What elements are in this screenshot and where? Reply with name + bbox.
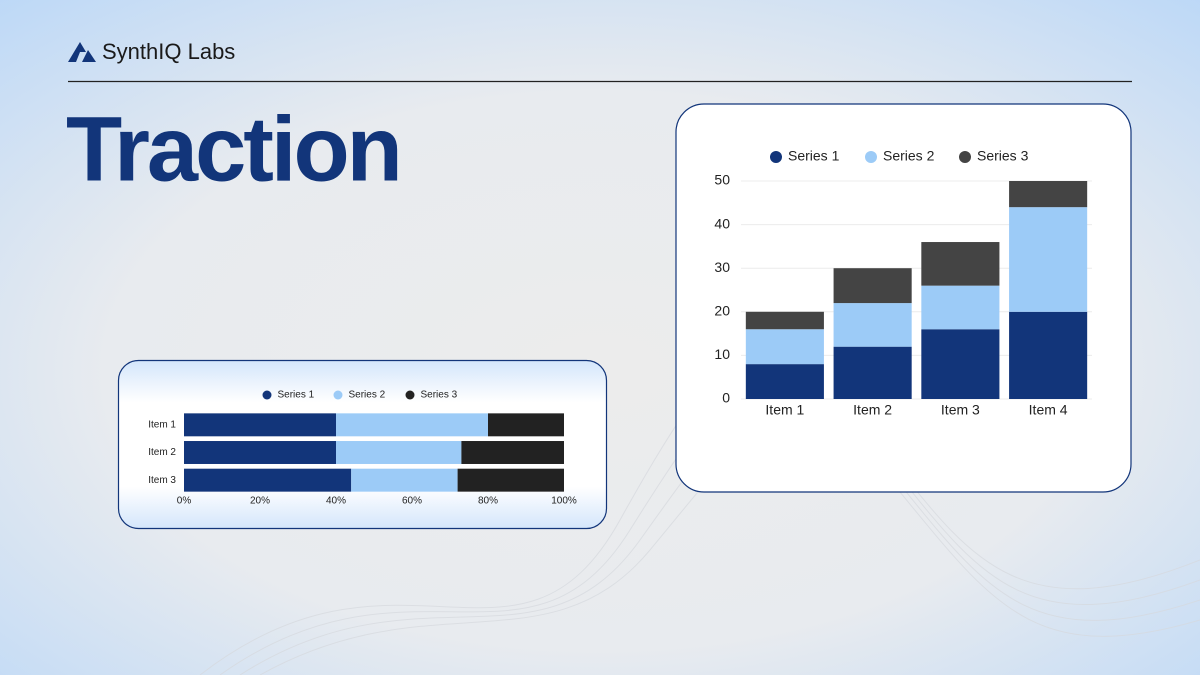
brand-logo: [68, 42, 96, 62]
legend-marker: [959, 151, 971, 163]
bar-segment: [921, 242, 1000, 286]
bar-segment: [1009, 311, 1088, 399]
legend-label: Series 1: [788, 148, 840, 164]
legend-marker: [405, 390, 415, 400]
bar-segment: [745, 311, 824, 330]
bar-segment: [833, 346, 912, 399]
charts: 0% 20% 40% 60% 80% 100% Item 1 Item 2 Item 3 Seri…: [148, 148, 1092, 507]
bar-segment: [336, 413, 488, 437]
x-tick-label: 100%: [551, 496, 577, 507]
bar-segment: [833, 303, 912, 347]
brand-name: SynthIQ Labs: [102, 39, 235, 64]
legend-label: Series 2: [349, 390, 386, 401]
legend-marker: [770, 151, 782, 163]
bar-segment: [488, 413, 564, 437]
bar-segment: [1009, 181, 1088, 208]
legend-label: Series 3: [977, 148, 1029, 164]
slide-title: Traction: [66, 98, 400, 200]
legend-marker: [865, 151, 877, 163]
y-tick-label: 50: [714, 172, 730, 188]
legend-marker: [262, 390, 272, 400]
bar-segment: [833, 268, 912, 304]
x-tick-label: Item 3: [941, 402, 980, 418]
y-tick-label: Item 1: [148, 419, 176, 430]
bar-segment: [1009, 207, 1088, 312]
x-tick-label: 60%: [402, 496, 422, 507]
x-tick-label: Item 1: [765, 402, 804, 418]
x-tick-label: 0%: [177, 496, 192, 507]
legend-marker: [333, 390, 343, 400]
legend-label: Series 3: [421, 390, 458, 401]
bar-segment: [351, 468, 458, 492]
y-tick-label: Item 2: [148, 447, 176, 458]
x-tick-label: 40%: [326, 496, 346, 507]
x-tick-label: Item 4: [1029, 402, 1068, 418]
bar-segment: [921, 285, 1000, 330]
y-tick-label: Item 3: [148, 475, 176, 486]
legend-label: Series 2: [883, 148, 935, 164]
bar-segment: [745, 364, 824, 399]
y-tick-label: 10: [714, 346, 730, 362]
bar-segment: [184, 413, 336, 437]
x-tick-label: Item 2: [853, 402, 892, 418]
y-tick-label: 0: [722, 390, 730, 406]
bar-segment: [461, 441, 564, 464]
legend-label: Series 1: [278, 390, 315, 401]
y-tick-label: 40: [714, 215, 730, 231]
bar-segment: [921, 329, 1000, 399]
x-tick-label: 20%: [250, 496, 270, 507]
bar-segment: [457, 468, 564, 492]
bar-segment: [745, 329, 824, 365]
bar-segment: [184, 468, 352, 492]
x-tick-label: 80%: [478, 496, 498, 507]
bar-segment: [184, 441, 336, 464]
y-tick-label: 30: [714, 259, 730, 275]
y-tick-label: 20: [714, 303, 730, 319]
bar-segment: [336, 441, 462, 464]
